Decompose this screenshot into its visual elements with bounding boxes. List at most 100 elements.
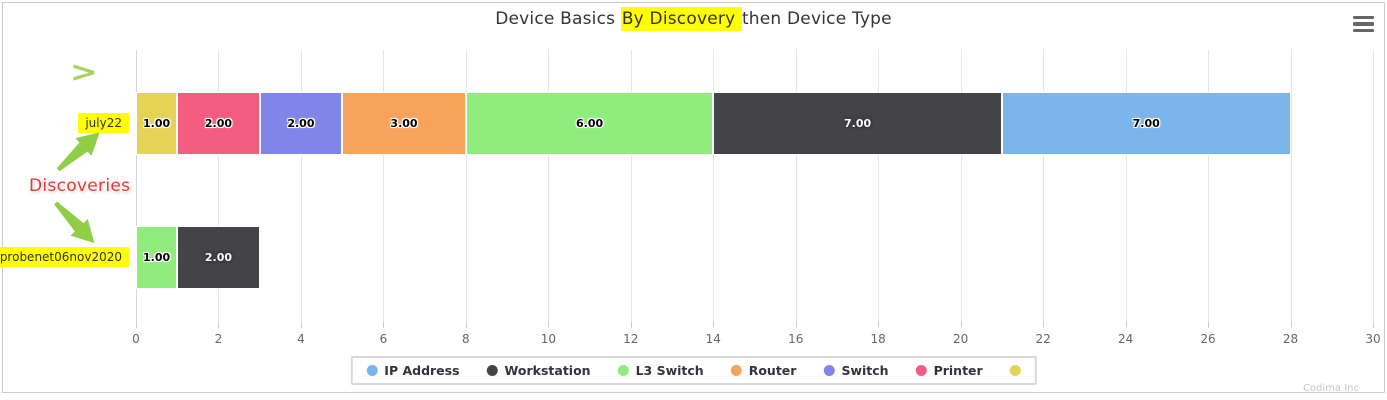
data-label: 6.00 bbox=[575, 117, 604, 130]
axis-tick bbox=[1208, 322, 1210, 328]
legend-marker-icon bbox=[486, 365, 498, 376]
bar-segment-l3-switch[interactable]: 6.00 bbox=[465, 92, 714, 155]
bar-segment-workstation[interactable]: 7.00 bbox=[713, 92, 1002, 155]
gridline bbox=[878, 50, 880, 322]
data-label: 2.00 bbox=[287, 117, 315, 130]
legend-item-ip-address[interactable]: IP Address bbox=[366, 363, 460, 378]
legend-item-printer[interactable]: Printer bbox=[915, 363, 983, 378]
gridline bbox=[1290, 50, 1292, 322]
data-label: 2.00 bbox=[204, 117, 233, 130]
legend-item-l3-switch[interactable]: L3 Switch bbox=[617, 363, 704, 378]
gridline bbox=[218, 50, 220, 322]
legend-item-router[interactable]: Router bbox=[730, 363, 796, 378]
axis-tick bbox=[548, 322, 550, 328]
chevron-annotation-icon: > bbox=[70, 54, 98, 89]
bar-segment-unnamed[interactable]: 1.00 bbox=[136, 92, 178, 155]
axis-tick bbox=[630, 322, 632, 328]
annotation-arrow-up-right-icon bbox=[56, 132, 100, 172]
chart-title: Device Basics By Discovery then Device T… bbox=[0, 7, 1387, 31]
axis-tick bbox=[878, 322, 880, 328]
legend: IP Address Workstation L3 Switch Router Swit… bbox=[350, 356, 1037, 385]
x-axis-label: 26 bbox=[1200, 332, 1216, 346]
legend-marker-icon bbox=[1009, 365, 1021, 376]
bar-segment-router[interactable]: 3.00 bbox=[342, 92, 466, 155]
data-label: 2.00 bbox=[204, 251, 233, 264]
discoveries-annotation: Discoveries bbox=[29, 176, 131, 196]
x-axis-label: 18 bbox=[870, 332, 886, 346]
x-axis-label: 20 bbox=[953, 332, 969, 346]
bar-segment-ip-address[interactable]: 7.00 bbox=[1001, 92, 1291, 155]
x-axis-label: 16 bbox=[788, 332, 804, 346]
x-axis-label: 22 bbox=[1035, 332, 1051, 346]
gridline bbox=[383, 50, 385, 322]
axis-tick bbox=[300, 322, 302, 328]
axis-tick bbox=[218, 322, 220, 328]
category-label-july22: july22 bbox=[78, 113, 129, 133]
legend-marker-icon bbox=[617, 365, 629, 376]
legend-marker-icon bbox=[730, 365, 742, 376]
legend-label: L3 Switch bbox=[635, 363, 704, 378]
axis-tick bbox=[136, 322, 137, 328]
x-axis-label: 30 bbox=[1365, 332, 1381, 346]
x-axis-label: 14 bbox=[705, 332, 721, 346]
x-axis-label: 8 bbox=[462, 332, 470, 346]
gridline bbox=[713, 50, 715, 322]
axis-tick bbox=[1373, 322, 1374, 328]
gridline bbox=[795, 50, 797, 322]
legend-marker-icon bbox=[823, 365, 835, 376]
legend-item-switch[interactable]: Switch bbox=[823, 363, 889, 378]
x-axis-label: 0 bbox=[132, 332, 140, 346]
bar-row-probenet06nov2020: 1.00 2.00 bbox=[136, 226, 1373, 289]
gridline bbox=[960, 50, 962, 322]
category-label-probenet06nov2020: probenet06nov2020 bbox=[0, 247, 129, 267]
legend-marker-icon bbox=[366, 365, 378, 376]
bar-segment-workstation[interactable]: 2.00 bbox=[177, 226, 260, 289]
gridline bbox=[1208, 50, 1210, 322]
axis-tick bbox=[795, 322, 797, 328]
title-highlight: By Discovery bbox=[620, 7, 742, 31]
chart-card bbox=[2, 2, 1385, 393]
title-prefix: Device Basics bbox=[495, 9, 621, 29]
gridline bbox=[465, 50, 467, 322]
title-suffix: then Device Type bbox=[741, 9, 892, 29]
x-axis-label: 2 bbox=[214, 332, 223, 346]
annotation-arrow-down-right-icon bbox=[54, 201, 95, 244]
bar-segment-l3-switch[interactable]: 1.00 bbox=[136, 226, 178, 289]
data-label: 3.00 bbox=[390, 117, 418, 130]
data-label: 1.00 bbox=[143, 117, 171, 130]
legend-label: IP Address bbox=[384, 363, 460, 378]
legend-marker-icon bbox=[915, 365, 927, 376]
bar-row-july22: 1.00 2.00 2.00 3.00 6.00 7.00 7.00 bbox=[136, 92, 1373, 155]
legend-item-unnamed[interactable] bbox=[1009, 365, 1021, 376]
data-label: 7.00 bbox=[844, 117, 872, 130]
bar-segment-printer[interactable]: 2.00 bbox=[177, 92, 260, 155]
legend-item-workstation[interactable]: Workstation bbox=[486, 363, 591, 378]
legend-label: Printer bbox=[933, 363, 983, 378]
data-label: 7.00 bbox=[1132, 117, 1160, 130]
x-axis-label: 28 bbox=[1282, 332, 1299, 346]
context-menu-button hamburger-icon[interactable] bbox=[1353, 16, 1374, 33]
hamburger-bar bbox=[1353, 16, 1374, 20]
axis-tick bbox=[960, 322, 962, 328]
credits-link[interactable]: Codima Inc bbox=[1302, 383, 1359, 394]
plot-area: 0 2 4 6 8 10 12 14 16 18 20 22 24 26 28 30 1.00 2.00 2.00 3… bbox=[132, 50, 1381, 346]
gridline bbox=[300, 50, 302, 322]
hamburger-bar bbox=[1353, 22, 1374, 26]
axis-tick bbox=[1290, 322, 1292, 328]
legend-label: Workstation bbox=[504, 363, 591, 378]
x-axis-label: 6 bbox=[379, 332, 388, 346]
axis-tick bbox=[1125, 322, 1127, 328]
hamburger-bar bbox=[1353, 28, 1374, 33]
axis-tick bbox=[383, 322, 385, 328]
bar-segment-switch[interactable]: 2.00 bbox=[259, 92, 343, 155]
gridline bbox=[136, 50, 137, 322]
axis-tick bbox=[713, 322, 715, 328]
x-axis-label: 24 bbox=[1117, 332, 1134, 346]
axis-tick bbox=[465, 322, 467, 328]
x-axis-label: 10 bbox=[540, 332, 556, 346]
x-axis-label: 4 bbox=[297, 332, 305, 346]
x-axis-label: 12 bbox=[623, 332, 639, 346]
axis-tick bbox=[1043, 322, 1045, 328]
legend-label: Switch bbox=[841, 363, 889, 378]
gridline bbox=[1125, 50, 1127, 322]
